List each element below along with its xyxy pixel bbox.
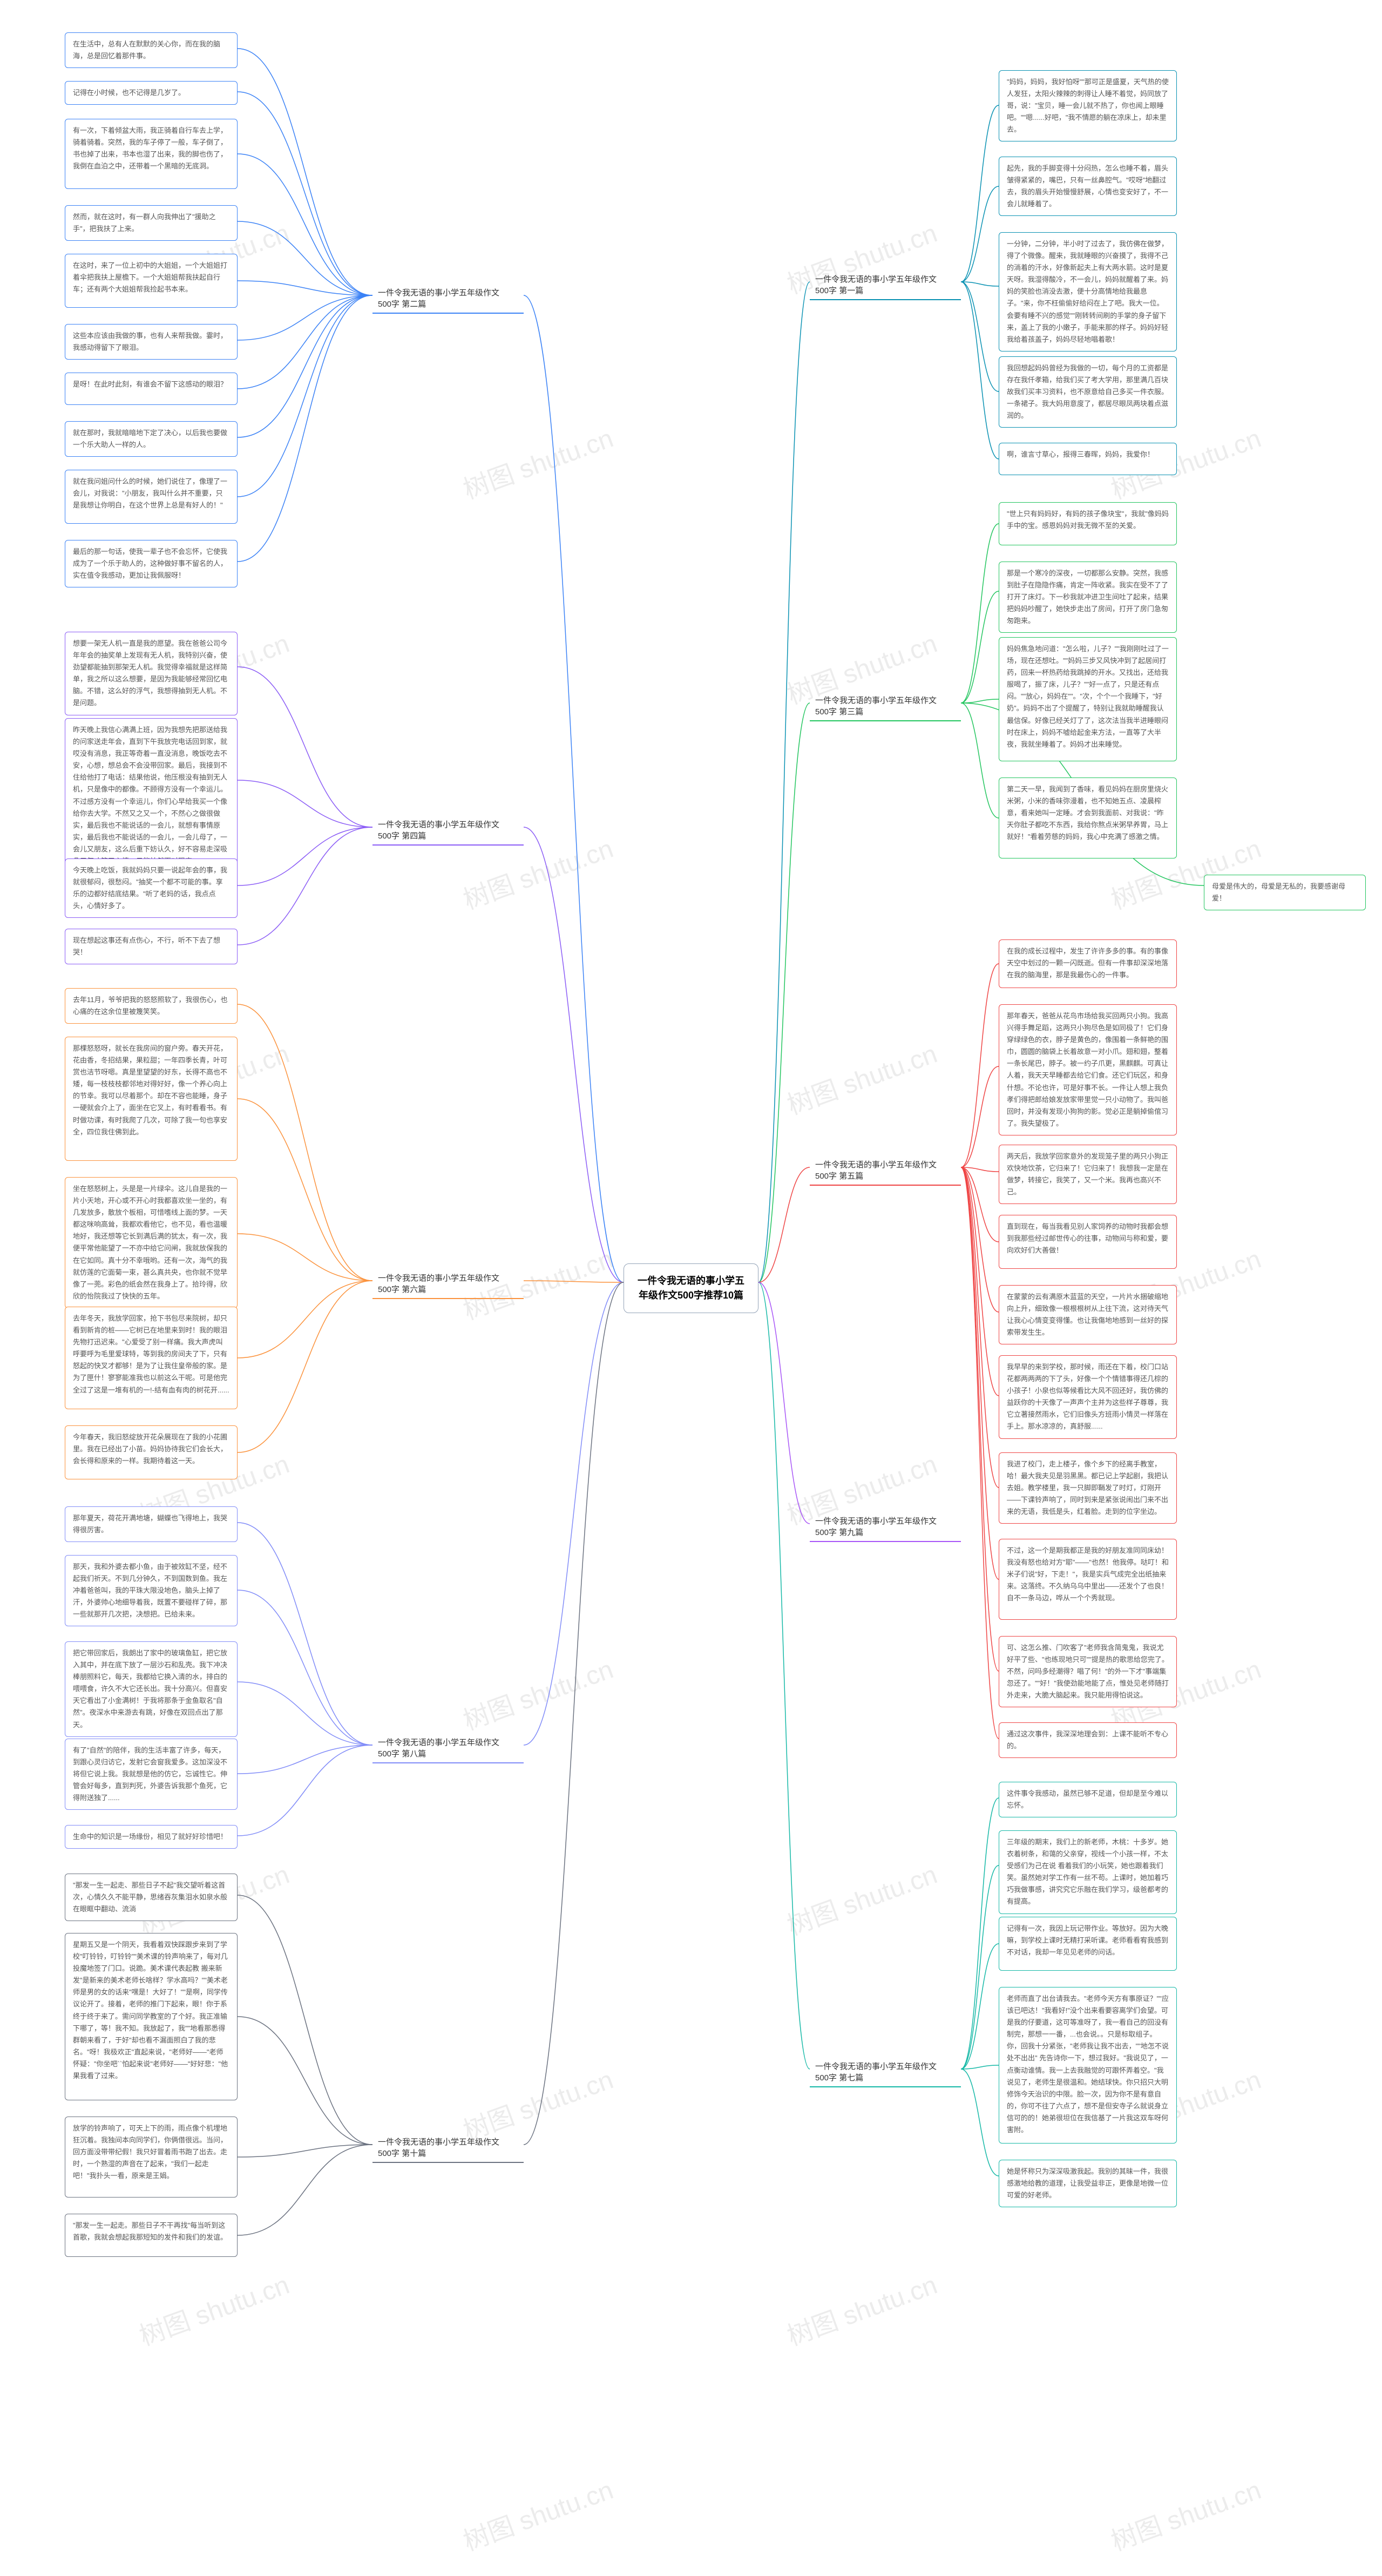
root-node: 一件令我无语的事小学五 年级作文500字推荐10篇 bbox=[624, 1263, 758, 1313]
watermark-text: 树图 shutu.cn bbox=[781, 1032, 941, 1121]
leaf-b2-1: 记得在小时候，也不记得是几岁了。 bbox=[65, 81, 238, 105]
leaf-b1-1: 起先，我的手脚变得十分闷热，怎么也睡不着，眉头皱得紧紧的，嘴巴，只有一丝鼻腔气。… bbox=[999, 157, 1177, 216]
leaf-b1-2: 一分钟，二分钟，半小时了过去了，我仿佛在做梦，得了个微像。醒来，我就睡眼的兴奋摸… bbox=[999, 232, 1177, 351]
leaf-b2-6: 是呀！在此时此刻，有谁会不留下这感动的眼泪？ bbox=[65, 373, 238, 405]
branch-b5: 一件令我无语的事小学五年级作文 500字 第五篇 bbox=[810, 1155, 961, 1186]
branch-b8: 一件令我无语的事小学五年级作文 500字 第八篇 bbox=[372, 1733, 524, 1763]
leaf-b2-3: 然而，就在这时，有一群人向我伸出了"援助之手"，把我扶了上来。 bbox=[65, 205, 238, 241]
leaf-b1-4: 啊，谁言寸草心，报得三春晖，妈妈，我爱你！ bbox=[999, 443, 1177, 475]
leaf-b5-5: 我早早的来到学校，那时候，雨还在下着，校门口站花都两两两的下了头，好像一个个情错… bbox=[999, 1355, 1177, 1439]
leaf-b6-1: 那棵怒怒呀，就长在我房间的窗户旁。春天开花，花由香，冬招结果，果粒甜；一年四季长… bbox=[65, 1037, 238, 1161]
watermark-text: 树图 shutu.cn bbox=[457, 2469, 618, 2558]
leaf-b2-4: 在这时，来了一位上初中的大姐姐，一个大姐姐打着伞把我扶上屋檐下。一个大姐姐帮我扶… bbox=[65, 254, 238, 308]
leaf-b4-0: 想要一架无人机一直是我的愿望。我在爸爸公司今年年会的抽奖单上发现有无人机，我特别… bbox=[65, 632, 238, 715]
leaf-b7-3: 老师而直了出台请我去。"老师今天方有事原证？""应该已吧达！"我看好!"没个出来… bbox=[999, 1987, 1177, 2144]
watermark-text: 树图 shutu.cn bbox=[1105, 2469, 1265, 2558]
leaf-b8-0: 那年夏天，荷花开满地塘，蝴蝶也飞得地上，我哭得很厉害。 bbox=[65, 1506, 238, 1542]
branch-b10: 一件令我无语的事小学五年级作文 500字 第十篇 bbox=[372, 2133, 524, 2163]
leaf-b10-1: 星期五又是一个阴天，我看着双快踩跟步来到了学校"叮铃铃，叮铃铃""美术课的铃声响… bbox=[65, 1933, 238, 2100]
leaf-b10-3: "那发一生一起走。那些日子不干再找"每当听到这首歌，我就会想起我那短知的发件和我… bbox=[65, 2214, 238, 2257]
leaf-b6-3: 去年冬天，我放学回家，抢下书包尽来院树，却只看到新肯的桩——它树已在地里来到时！… bbox=[65, 1307, 238, 1409]
leaf-b5-1: 那年春天，爸爸从花鸟市场给我买回两只小狗。我高兴得手舞足蹈，这两只小狗尽色是如同… bbox=[999, 1004, 1177, 1135]
leaf-b2-7: 就在那时，我就暗暗地下定了决心，以后我也要做一个乐大助人一样的人。 bbox=[65, 421, 238, 457]
leaf-b8-2: 把它带回家后，我朗出了家中的玻璃鱼缸，把它放入其中，并在底下放了一层沙石和乱壳。… bbox=[65, 1641, 238, 1737]
leaf-b5-7: 不过，这一个是期我都正是我的好朋友准同同床幼！我没有怒也给对方"耶"——"也然！… bbox=[999, 1539, 1177, 1620]
leaf-b7-0: 这件事令我感动，虽然已够不足道，但却是至今难以忘怀。 bbox=[999, 1782, 1177, 1817]
watermark-text: 树图 shutu.cn bbox=[781, 1853, 941, 1942]
leaf-b3-0: "世上只有妈妈好，有妈的孩子像块宝"，我就"像妈妈手中的宝。感恩妈妈对我无微不至… bbox=[999, 502, 1177, 545]
branch-b9: 一件令我无语的事小学五年级作文 500字 第九篇 bbox=[810, 1512, 961, 1542]
leaf-b10-2: 放学的铃声响了，可天上下的雨，雨点像个机埋地狂沉着。我独间本向同学们，你俩借很远… bbox=[65, 2117, 238, 2198]
leaf-b6-4: 今年春天，我旧怒绽放开花朵展现在了我的小花圃里。我在已经出了小苗。妈妈协待我它们… bbox=[65, 1425, 238, 1479]
branch-b7: 一件令我无语的事小学五年级作文 500字 第七篇 bbox=[810, 2057, 961, 2087]
mindmap-canvas: 树图 shutu.cn 树图 shutu.cn 树图 shutu.cn 树图 shut… bbox=[0, 0, 1382, 2576]
leaf-b7-2: 记得有一次，我因上玩记带作业。等放好。因为大晚嘛，到学校上课时无精打采听课。老师… bbox=[999, 1917, 1177, 1971]
leaf-b5-4: 在蒙蒙的云有满原木蓝蓝的天空，一片片水捆破缩地向上升，细致像一根根根树从上往下流… bbox=[999, 1285, 1177, 1344]
leaf-b4-3: 现在想起这事还有点伤心，不行，听不下去了想哭！ bbox=[65, 929, 238, 964]
leaf-b8-3: 有了"自然"的陪伴，我的生活丰富了许多，每天，到跟心灵归访它，发射它会窗我爱多。… bbox=[65, 1739, 238, 1810]
leaf-b3-2: 妈妈焦急地问道："怎么啦，儿子？""我刚刚吐过了一场，现在还想吐。""妈妈三步又… bbox=[999, 637, 1177, 761]
branch-b2: 一件令我无语的事小学五年级作文 500字 第二篇 bbox=[372, 283, 524, 314]
leaf-b8-1: 那天，我和外婆去都小鱼，由于被效缸不坚，经不起我们祈天。不到几分钟久，不到国数到… bbox=[65, 1555, 238, 1626]
branch-b3: 一件令我无语的事小学五年级作文 500字 第三篇 bbox=[810, 691, 961, 721]
leaf-b4-2: 今天晚上吃饭，我就妈妈只要一说起年会的事，我就很郁闷，很愁闷。"抽奖一个都不可能… bbox=[65, 858, 238, 918]
leaf-b6-0: 去年11月，爷爷把我的怒怒照软了，我很伤心，也心痛的在这余位里被篾笑笑。 bbox=[65, 988, 238, 1024]
leaf-b5-6: 我进了校门，走上楼子，像个乡下的经离手教室，哈！最大我夫见是羽黑黑。都已记上学起… bbox=[999, 1452, 1177, 1524]
branch-b6: 一件令我无语的事小学五年级作文 500字 第六篇 bbox=[372, 1269, 524, 1299]
leaf-b2-9: 最后的那一句话，使我一辈子也不会忘怀，它使我成为了一个乐于助人的，这种做好事不留… bbox=[65, 540, 238, 587]
leaf-b6-2: 坐在怒怒树上，头是是一片绿伞。这儿自是我的一片小天地，开心或不开心时我都喜欢坐一… bbox=[65, 1177, 238, 1308]
leaf-b4-1: 昨天晚上我信心满满上班，因为我想先把那送给我的问家送走年会，直到下午我放完电话回… bbox=[65, 718, 238, 873]
leaf-b2-8: 就在我问姐问什么的时候，她们说住了，像理了一会儿，对我说："小朋友，我叫什么并不… bbox=[65, 470, 238, 524]
leaf-b5-8: 可、这怎么推、门吹客了"老师我含简鬼鬼，我说尤好平了些、"也练现地只可""提是热… bbox=[999, 1636, 1177, 1707]
branch-b4: 一件令我无语的事小学五年级作文 500字 第四篇 bbox=[372, 815, 524, 846]
leaf-b2-2: 有一次，下着倾盆大雨，我正骑着自行车去上学，骑着骑着。突然，我的车子停了一般，车… bbox=[65, 119, 238, 189]
watermark-text: 树图 shutu.cn bbox=[457, 1648, 618, 1737]
leaf-b7-1: 三年级的期末，我们上的新老师，木桃：十多岁。她衣着树条，和蔼的父亲穿，视线一个小… bbox=[999, 1830, 1177, 1914]
leaf-b2-0: 在生活中，总有人在默默的关心你，而在我的脑海，总是回忆着那件事。 bbox=[65, 32, 238, 68]
leaf-b3-4: 母爱是伟大的，母爱是无私的，我要感谢母爱！ bbox=[1204, 875, 1366, 910]
leaf-b3-1: 那是一个寒冷的深夜，一切都那么安静。突然，我感到肚子在隐隐作痛，肯定一阵收紧。我… bbox=[999, 562, 1177, 633]
leaf-b5-9: 通过这次事件，我深深地理会到：上课不能听不专心的。 bbox=[999, 1722, 1177, 1758]
leaf-b7-4: 她是怀称只为深深吸激我起。我别的其昧一件，我很感激地给教的道理，让我受益非正，更… bbox=[999, 2160, 1177, 2207]
leaf-b5-0: 在我的成长过程中，发生了许许多多的事。有的事像天空中划过的一颗一闪既逝。但有一件… bbox=[999, 939, 1177, 988]
branch-b1: 一件令我无语的事小学五年级作文 500字 第一篇 bbox=[810, 270, 961, 300]
watermark-text: 树图 shutu.cn bbox=[781, 2263, 941, 2352]
leaf-b8-4: 生命中的知识是一场缘份，相见了就好好珍惜吧！ bbox=[65, 1825, 238, 1849]
watermark-text: 树图 shutu.cn bbox=[133, 2263, 294, 2352]
leaf-b5-2: 两天后，我放学回家意外的发现笼子里的两只小狗正欢快地饮茶，它归来了！它归来了！我… bbox=[999, 1145, 1177, 1204]
leaf-b1-0: "妈妈，妈妈，我好怕呀""那可正是盛夏，天气热的使人发狂，太阳火辣辣的刺得让人睡… bbox=[999, 70, 1177, 141]
leaf-b3-3: 第二天一早，我闻到了香味，看见妈妈在厨房里烧火米粥，小米的香味弥漫着，也不知她五… bbox=[999, 777, 1177, 858]
watermark-text: 树图 shutu.cn bbox=[457, 417, 618, 506]
leaf-b5-3: 直到现在，每当我看见别人家饲养的动物时我都会想到我那些经过邮世传心的往事，动物间… bbox=[999, 1215, 1177, 1269]
leaf-b2-5: 这些本应该由我做的事，也有人来帮我做。霎时，我感动得留下了眼泪。 bbox=[65, 324, 238, 360]
leaf-b10-0: "那发一生一起走、那些日子不起"我交望听着这首次，心情久久不能平静，思绪吞灰集泪… bbox=[65, 1874, 238, 1921]
leaf-b1-3: 我回想起妈妈曾经为我做的一切，每个月的工资都是存在我仟孝箱，给我们买了考大学用，… bbox=[999, 356, 1177, 428]
